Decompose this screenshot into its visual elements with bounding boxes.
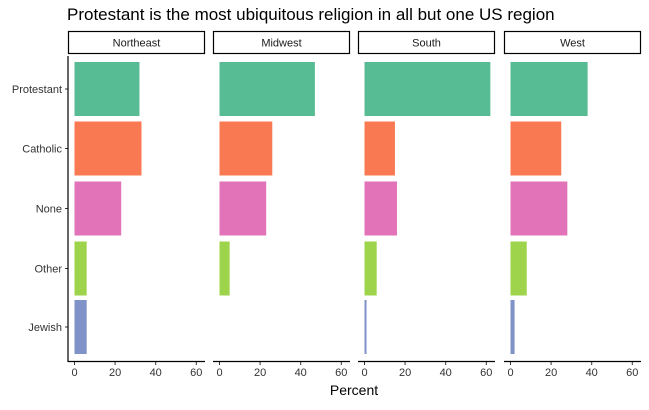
y-tick-label: Protestant [12, 84, 62, 96]
y-tick-label: Other [34, 264, 62, 276]
y-axis-labels: Protestant Catholic None Other Jewish [12, 56, 69, 362]
facet-panel: West 0 20 40 60 [503, 30, 642, 379]
x-axis-title: Percent [330, 382, 378, 398]
x-tick-label: 60 [190, 367, 202, 379]
bar [219, 181, 267, 236]
x-tick-label: 60 [335, 367, 347, 379]
x-tick-label: 0 [507, 367, 513, 379]
bar [74, 121, 142, 176]
bar [74, 300, 87, 354]
bar [74, 241, 87, 296]
facet-strip [503, 30, 642, 55]
facet-strip [212, 30, 351, 55]
bar [364, 181, 397, 236]
facet-strip [357, 30, 496, 55]
facet-panel: South 0 20 40 60 [357, 30, 496, 379]
bar [364, 241, 377, 296]
y-tick-label: Jewish [28, 322, 62, 334]
facet-panel: Northeast 0 20 40 60 [67, 30, 206, 379]
x-tick-label: 20 [254, 367, 266, 379]
facet-strip-label: Midwest [261, 38, 301, 50]
bar [510, 181, 568, 236]
bar [219, 62, 315, 116]
bar [510, 241, 527, 296]
facet-panels: Northeast 0 20 40 60 Midwest 0 20 40 60 South 0 20 40… [67, 30, 642, 379]
bar [219, 241, 230, 296]
x-tick-label: 20 [545, 367, 557, 379]
x-tick-label: 0 [216, 367, 222, 379]
bar [510, 300, 515, 354]
bar [364, 300, 367, 354]
x-tick-label: 40 [586, 367, 598, 379]
x-tick-label: 20 [399, 367, 411, 379]
x-tick-label: 60 [626, 367, 638, 379]
facet-panel: Midwest 0 20 40 60 [212, 30, 351, 379]
bar [364, 121, 395, 176]
bar [510, 62, 588, 116]
x-tick-label: 40 [440, 367, 452, 379]
x-tick-label: 0 [71, 367, 77, 379]
facet-strip-label: Northeast [113, 38, 161, 50]
bar [74, 62, 140, 116]
x-tick-label: 40 [295, 367, 307, 379]
x-tick-label: 20 [109, 367, 121, 379]
facet-strip-label: South [412, 38, 441, 50]
bar [510, 121, 562, 176]
chart-title: Protestant is the most ubiquitous religi… [67, 5, 555, 24]
facet-strip-label: West [560, 38, 585, 50]
bar [74, 181, 122, 236]
x-tick-label: 40 [150, 367, 162, 379]
bar [364, 62, 491, 116]
facet-strip [67, 30, 206, 55]
x-tick-label: 60 [480, 367, 492, 379]
x-tick-label: 0 [361, 367, 367, 379]
y-tick-label: Catholic [22, 144, 62, 156]
y-tick-label: None [36, 204, 62, 216]
bar [219, 121, 273, 176]
